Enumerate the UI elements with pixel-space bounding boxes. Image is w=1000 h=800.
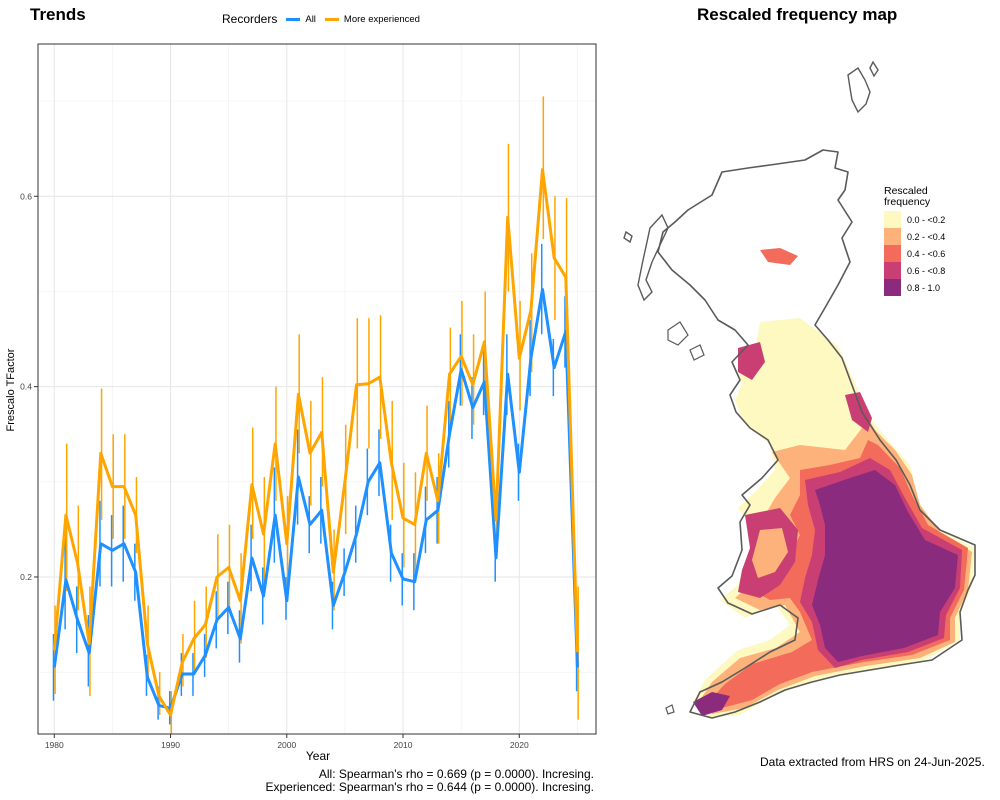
map-legend: Rescaled frequency 0.0 - <0.2 0.2 - <0.4… (884, 186, 945, 296)
map-outline-islay (667, 321, 705, 361)
x-axis-label: Year (306, 749, 330, 763)
y-axis-label: Frescalo TFactor (5, 348, 17, 431)
legend-label-experienced: More experienced (343, 13, 420, 25)
legend-key-experienced (324, 17, 339, 21)
trends-legend: Recorders All More experienced (222, 12, 420, 26)
map-legend-title-line-1: Rescaled (884, 185, 928, 197)
series-line-all (52, 288, 579, 710)
data-source-footer: Data extracted from HRS on 24-Jun-2025. (760, 755, 985, 769)
grid (38, 44, 596, 734)
map-legend-title-line-2: frequency (884, 196, 931, 208)
map-legend-label: 0.4 - <0.6 (907, 248, 946, 259)
map-legend-row: 0.4 - <0.6 (884, 245, 945, 262)
map-heat-layer (693, 248, 975, 718)
map-title: Rescaled frequency map (697, 5, 898, 24)
map-zone-cornwall (693, 692, 730, 716)
map-legend-row: 0.6 - <0.8 (884, 262, 945, 279)
map-legend-row: 0.2 - <0.4 (884, 228, 945, 245)
map-zone-northeast (845, 392, 872, 432)
map-legend-title: Rescaled frequency (884, 186, 945, 208)
frequency-map (623, 60, 976, 719)
map-outline-britain (657, 149, 976, 719)
legend-key-all (286, 17, 301, 21)
x-tick-label: 1990 (161, 740, 180, 750)
map-legend-swatch (884, 262, 901, 279)
legend-label-all: All (305, 13, 316, 25)
map-legend-swatch (884, 228, 901, 245)
map-zone-band-5 (812, 470, 958, 662)
map-zone-lancs (738, 342, 765, 380)
spearman-stats: All: Spearman's rho = 0.669 (p = 0.0000)… (266, 768, 595, 794)
trends-title: Trends (30, 5, 86, 24)
x-tick-label: 2010 (394, 740, 413, 750)
map-outline-scilly (665, 704, 675, 715)
map-legend-swatch (884, 279, 901, 296)
series-line-experienced (52, 168, 579, 717)
axes: 1980 1990 2000 2010 2020 0.2 0.4 0.6 (20, 191, 529, 750)
map-outline-hebrides (623, 213, 669, 302)
map-legend-swatch (884, 211, 901, 228)
map-outline-shetland (847, 60, 879, 114)
y-tick-label: 0.4 (20, 382, 32, 392)
map-legend-row: 0.8 - 1.0 (884, 279, 945, 296)
map-legend-label: 0.8 - 1.0 (907, 282, 941, 293)
map-legend-row: 0.0 - <0.2 (884, 211, 945, 228)
map-legend-label: 0.0 - <0.2 (907, 214, 946, 225)
y-tick-label: 0.6 (20, 191, 32, 201)
trend-chart: 1980 1990 2000 2010 2020 0.2 0.4 0.6 Year Fresc… (5, 43, 597, 763)
map-legend-label: 0.6 - <0.8 (907, 265, 946, 276)
map-zone-wales-core (752, 528, 788, 578)
map-legend-label: 0.2 - <0.4 (907, 231, 946, 242)
x-tick-label: 2020 (510, 740, 529, 750)
x-tick-label: 1980 (45, 740, 64, 750)
x-tick-label: 2000 (277, 740, 296, 750)
legend-title: Recorders (222, 12, 278, 26)
y-tick-label: 0.2 (20, 572, 32, 582)
stats-line-experienced: Experienced: Spearman's rho = 0.644 (p =… (265, 780, 595, 794)
map-zone-highland-tip (760, 248, 798, 265)
stats-line-all: All: Spearman's rho = 0.669 (p = 0.0000)… (318, 767, 594, 781)
map-legend-swatch (884, 245, 901, 262)
plot-border (37, 43, 597, 735)
series-lines (52, 168, 579, 717)
